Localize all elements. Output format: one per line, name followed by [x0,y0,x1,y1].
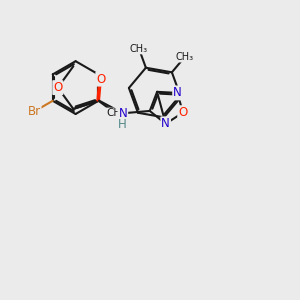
Text: H: H [118,118,126,131]
Text: N: N [173,86,182,99]
Text: O: O [53,81,62,94]
Text: CH₃: CH₃ [106,109,126,118]
Text: N: N [161,117,170,130]
Text: CH₃: CH₃ [176,52,194,62]
Text: Br: Br [28,105,40,118]
Text: N: N [118,107,127,120]
Text: O: O [178,106,188,119]
Text: O: O [96,73,106,85]
Text: CH₃: CH₃ [130,44,148,54]
